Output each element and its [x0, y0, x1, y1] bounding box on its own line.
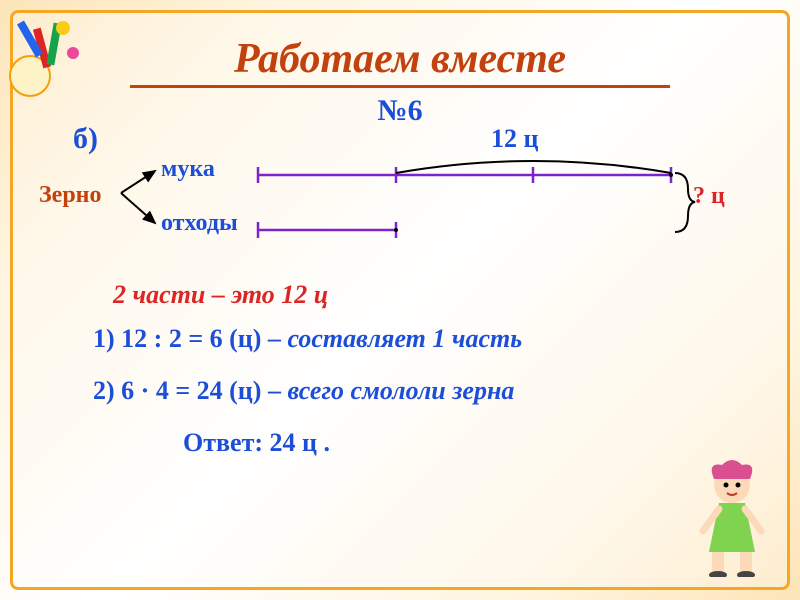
slide-frame: Работаем вместе №6 б) Зерно мука отходы … — [10, 10, 790, 590]
step1-desc: составляет 1 часть — [287, 324, 522, 353]
answer-line: Ответ: 24 ц . — [183, 428, 330, 458]
corner-decoration — [8, 8, 98, 98]
character-icon — [697, 457, 767, 577]
slide-title: Работаем вместе — [130, 35, 670, 88]
step2-calc: 2) 6 · 4 = 24 (ц) – — [93, 376, 287, 405]
sub-label: б) — [73, 124, 98, 154]
step-2: 2) 6 · 4 = 24 (ц) – всего смололи зерна — [93, 376, 514, 406]
parts-diagram — [113, 153, 713, 263]
problem-number: №6 — [13, 94, 787, 128]
label-12c: 12 ц — [491, 124, 538, 154]
step2-desc: всего смололи зерна — [287, 376, 514, 405]
step1-calc: 1) 12 : 2 = 6 (ц) – — [93, 324, 287, 353]
label-zerno: Зерно — [39, 182, 102, 209]
step-1: 1) 12 : 2 = 6 (ц) – составляет 1 часть — [93, 324, 522, 354]
hint-line: 2 части – это 12 ц — [113, 280, 328, 310]
